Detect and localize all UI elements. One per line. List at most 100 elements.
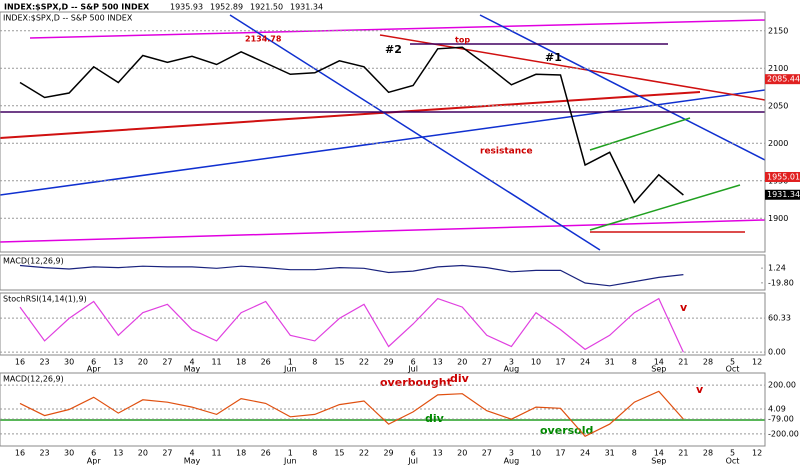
x-tick-label: 12: [752, 358, 762, 367]
month-label: Jul: [407, 457, 418, 465]
x-tick-label: 5: [730, 449, 735, 458]
y-tick-label: -200.00: [768, 429, 799, 438]
month-label: May: [184, 457, 201, 465]
x-tick-label: 20: [457, 358, 467, 367]
x-tick-label: 13: [433, 449, 443, 458]
x-tick-label: 8: [632, 358, 637, 367]
y-tick-label: 0.00: [768, 348, 786, 357]
y-tick-label: 1.24: [768, 264, 786, 273]
ohlc: 1921.50: [250, 3, 283, 12]
panel-title: StochRSI(14,14(1),9): [3, 295, 87, 304]
x-tick-label: 22: [359, 358, 369, 367]
annotation: overbought: [380, 376, 452, 389]
x-tick-label: 14: [654, 449, 664, 458]
x-tick-label: 4: [189, 449, 194, 458]
x-tick-label: 18: [236, 449, 246, 458]
x-tick-label: 27: [162, 358, 172, 367]
y-tick-label: 1900: [768, 214, 788, 223]
month-label: Jun: [283, 365, 297, 374]
x-tick-label: 27: [482, 449, 492, 458]
trend-line: [229, 14, 601, 251]
y-tick-label: 200.00: [768, 381, 796, 390]
x-tick-label: 29: [383, 358, 393, 367]
x-tick-label: 11: [211, 358, 221, 367]
x-tick-label: 6: [91, 358, 96, 367]
annotation: top: [455, 36, 470, 45]
y-tick-label: -19.80: [768, 278, 794, 287]
panel-frame: [0, 11, 766, 253]
y-tick-label: 4.09: [768, 405, 786, 414]
x-tick-label: 8: [312, 449, 317, 458]
x-tick-label: 22: [359, 449, 369, 458]
ohlc: 1931.34: [290, 3, 323, 12]
series-line: [19, 264, 684, 287]
x-tick-label: 8: [312, 358, 317, 367]
trend-line: [0, 91, 701, 139]
month-label: Jul: [407, 365, 418, 374]
trend-lines: [0, 14, 766, 421]
trend-line: [379, 34, 766, 101]
x-tick-label: 16: [15, 358, 25, 367]
month-label: Jun: [283, 457, 297, 465]
annotation: div: [425, 412, 445, 425]
panel-frame: [0, 292, 766, 356]
x-tick-label: 26: [261, 358, 271, 367]
y-tick-label: 2000: [768, 139, 788, 148]
x-tick-label: 31: [605, 358, 615, 367]
trend-line: [589, 117, 691, 151]
y-tick-label: -79.00: [768, 415, 794, 424]
price-label: 1931.34: [767, 190, 800, 199]
month-label: May: [184, 365, 201, 374]
x-tick-label: 30: [64, 358, 74, 367]
price-label-box: [765, 74, 800, 85]
panel-title: MACD(12,26,9): [3, 257, 64, 266]
month-label: Oct: [726, 457, 740, 465]
month-label: Aug: [504, 457, 520, 465]
x-tick-label: 6: [91, 449, 96, 458]
series-line: [19, 297, 684, 353]
month-label: Sep: [651, 365, 666, 374]
month-label: Oct: [726, 365, 740, 374]
x-tick-label: 14: [654, 358, 664, 367]
x-tick-label: 27: [162, 449, 172, 458]
x-tick-label: 6: [411, 358, 416, 367]
x-tick-label: 21: [678, 449, 688, 458]
ohlc: 1935.93: [170, 3, 203, 12]
x-tick-label: 30: [64, 449, 74, 458]
x-tick-label: 13: [113, 358, 123, 367]
trend-line: [589, 184, 741, 231]
x-tick-label: 20: [138, 449, 148, 458]
annotation: oversold: [540, 424, 593, 437]
price-label: 2085.44: [767, 75, 800, 84]
annotation: #1: [545, 51, 562, 64]
trend-line: [479, 14, 766, 161]
y-tick-label: 2100: [768, 64, 788, 73]
annotation: div: [450, 372, 470, 385]
month-label: Sep: [651, 457, 666, 465]
month-label: Apr: [87, 365, 102, 374]
trend-line: [29, 19, 766, 39]
x-tick-label: 6: [411, 449, 416, 458]
ohlc: 1952.89: [210, 3, 243, 12]
series-line: [19, 390, 684, 438]
x-tick-label: 3: [509, 358, 514, 367]
x-tick-label: 20: [457, 449, 467, 458]
trend-line: [0, 219, 766, 243]
y-tick-label: 60.33: [768, 314, 791, 323]
chart-title: INDEX:$SPX,D -- S&P 500 INDEX: [4, 3, 150, 12]
x-tick-label: 4: [189, 358, 194, 367]
x-tick-label: 15: [334, 358, 344, 367]
x-tick-label: 11: [211, 449, 221, 458]
x-tick-label: 12: [752, 449, 762, 458]
panel-title: INDEX:$SPX,D -- S&P 500 INDEX: [3, 14, 133, 23]
annotation: v: [696, 383, 704, 396]
x-tick-label: 13: [433, 358, 443, 367]
x-tick-label: 16: [15, 449, 25, 458]
annotation: v: [680, 301, 688, 314]
x-tick-label: 23: [39, 358, 49, 367]
x-tick-label: 13: [113, 449, 123, 458]
x-tick-label: 1: [288, 358, 293, 367]
x-tick-label: 29: [383, 449, 393, 458]
